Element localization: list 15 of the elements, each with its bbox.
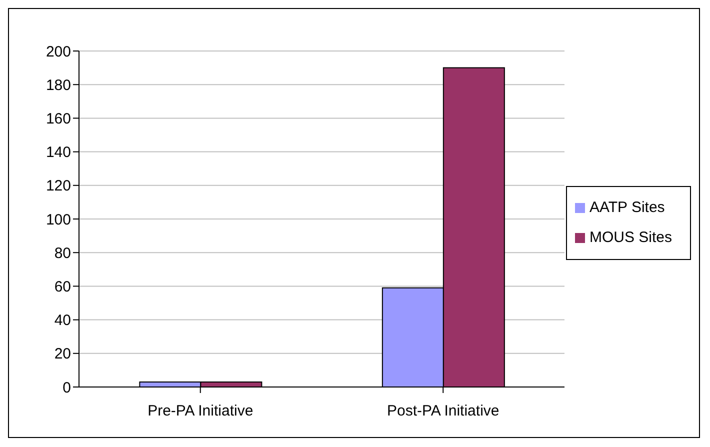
- y-tick-label: 180: [46, 76, 71, 94]
- y-tick-label: 100: [46, 211, 71, 228]
- y-tick-label: 0: [62, 379, 71, 396]
- y-tick-label: 120: [46, 178, 71, 195]
- legend-label: MOUS Sites: [589, 229, 672, 246]
- y-tick-label: 60: [54, 278, 71, 296]
- x-tick-label: Pre-PA Initiative: [148, 402, 254, 420]
- y-tick-label: 20: [54, 346, 71, 363]
- y-tick-label: 160: [46, 110, 71, 128]
- x-tick-label: Post-PA Initiative: [386, 402, 500, 420]
- legend-label: AATP Sites: [589, 199, 665, 216]
- y-tick-label: 40: [54, 312, 71, 330]
- y-tick-label: 200: [46, 43, 71, 60]
- y-tick-label: 80: [54, 244, 71, 262]
- y-tick-label: 140: [46, 144, 71, 162]
